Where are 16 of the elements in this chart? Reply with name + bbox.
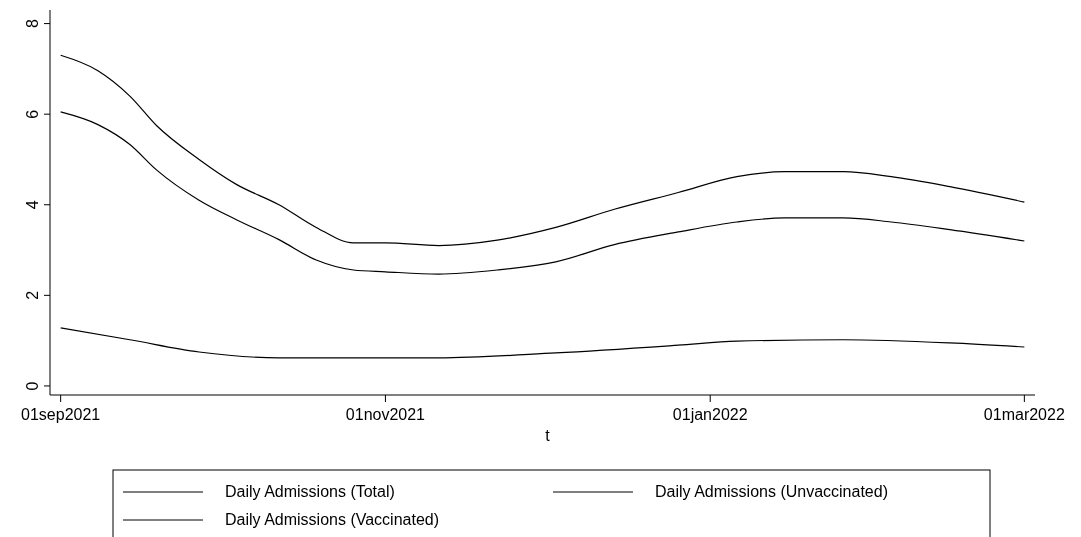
x-tick-label: 01sep2021 bbox=[21, 406, 101, 423]
line-series bbox=[60, 54, 1025, 247]
y-tick-label: 4 bbox=[24, 200, 41, 210]
legend-label: Daily Admissions (Total) bbox=[225, 483, 395, 500]
line-series bbox=[60, 111, 1025, 275]
y-tick-label: 6 bbox=[24, 109, 41, 119]
x-axis-title: t bbox=[545, 427, 551, 444]
legend-label: Daily Admissions (Vaccinated) bbox=[225, 511, 440, 528]
x-tick-label: 01jan2022 bbox=[672, 406, 748, 423]
line-series bbox=[60, 327, 1025, 359]
y-tick-label: 8 bbox=[24, 19, 41, 29]
x-tick-label: 01mar2022 bbox=[983, 406, 1065, 423]
legend-label: Daily Admissions (Unvaccinated) bbox=[655, 483, 888, 500]
x-tick-label: 01nov2021 bbox=[345, 406, 426, 423]
y-tick-label: 2 bbox=[24, 290, 41, 300]
y-tick-label: 0 bbox=[24, 381, 41, 391]
